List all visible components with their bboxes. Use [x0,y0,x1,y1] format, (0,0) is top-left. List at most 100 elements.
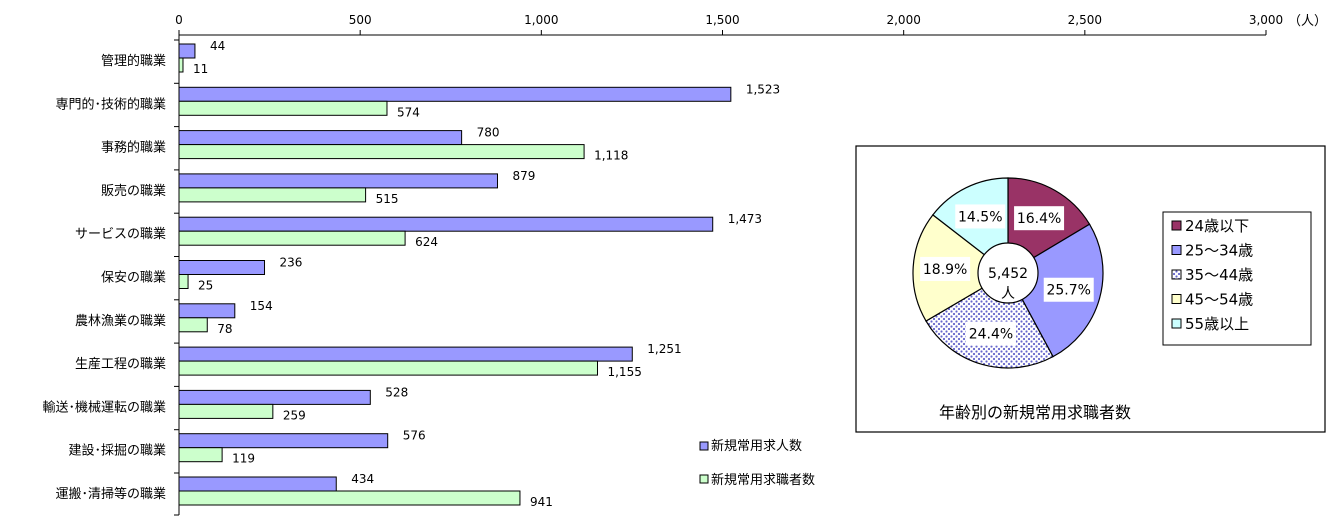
pie-chart: 16.4% 25.7% 24.4% 18.9% 14.5% [912,177,1104,369]
pie-legend-swatch [1171,220,1182,231]
pie-legend-swatch [1171,245,1182,255]
pie-chart-panel: 16.4% 25.7% 24.4% 18.9% 14.5% 24歳以下 25～34歳 35～… [855,145,1326,433]
pie-slice-label: 14.5% [958,209,1002,225]
legend-swatch-openings [699,441,709,451]
bar-applicants [178,317,208,333]
pie-label-bg [965,321,1016,346]
data-label: 1,523 [746,82,780,96]
data-label: 25 [198,279,213,293]
data-label: 515 [376,192,399,206]
x-axis-ticks: 0 500 1,000 1,500 2,000 2,500 3,000 [175,13,1283,515]
pie-legend-label: 24歳以下 [1185,217,1249,235]
pie-slice-label: 25.7% [1046,283,1090,299]
legend-label-openings: 新規常用求人数 [711,438,802,454]
bar-applicants [178,187,367,203]
bar-chart: 0 500 1,000 1,500 2,000 2,500 3,000 （人） 管理的職業専… [42,13,1327,516]
bar-openings [178,346,633,362]
category-label: 専門的･技術的職業 [55,96,166,112]
data-label: 78 [217,322,232,336]
category-label: 農林漁業の職業 [75,313,166,329]
pie-center-unit: 人 [1001,286,1015,302]
data-label: 119 [232,452,255,466]
category-label: 販売の職業 [101,183,166,199]
pie-slice [925,272,1054,369]
data-label: 780 [477,126,500,140]
bar-applicants [178,360,598,376]
data-label: 1,118 [594,149,628,163]
data-label: 259 [283,408,306,422]
bar-openings [178,303,236,319]
data-label: 44 [210,39,225,53]
category-labels: 管理的職業専門的･技術的職業事務的職業販売の職業サービスの職業保安の職業農林漁業… [42,39,179,516]
bar-openings [178,173,498,189]
pie-legend-swatch [1171,294,1182,304]
data-label: 434 [351,472,374,486]
bar-openings [178,260,266,275]
data-label: 528 [385,385,408,399]
data-label: 154 [250,299,273,313]
data-label: 624 [415,235,438,249]
x-tick-label: 3,000 [1249,13,1283,27]
data-label: 11 [193,62,208,76]
pie-legend-label: 45～54歳 [1185,291,1253,309]
x-tick-label: 1,500 [705,13,739,27]
category-label: 生産工程の職業 [75,356,166,372]
pie-legend-label: 25～34歳 [1185,242,1253,260]
bar-openings [178,476,337,492]
pie-label-bg [955,204,1006,229]
bar-applicants [178,274,189,289]
bar-openings [178,433,389,449]
category-label: 保安の職業 [101,270,166,286]
pie-slice-label: 16.4% [1017,211,1061,227]
x-tick-label: 0 [175,13,183,27]
x-tick-label: 2,500 [1068,13,1102,27]
bar-openings [178,43,196,59]
data-label: 1,473 [728,212,762,226]
pie-legend-swatch [1171,318,1182,329]
pie-center-hole [977,242,1039,304]
bar-openings [178,216,714,232]
bar-applicants [178,403,274,419]
bar-applicants [178,490,521,506]
pie-legend-label: 55歳以上 [1185,315,1249,333]
pie-label-bg [920,256,971,281]
pie-legend-label: 35～44歳 [1185,266,1253,284]
bar-applicants [178,57,184,73]
bar-legend: 新規常用求人数 新規常用求職者数 [699,438,815,488]
legend-swatch-applicants [699,474,709,484]
x-tick-label: 1,000 [524,13,558,27]
pie-label-bg [1014,206,1065,231]
bar-applicants [178,144,585,160]
data-label: 941 [530,495,553,509]
bar-applicants [178,100,388,116]
category-label: 管理的職業 [101,53,166,69]
bar-openings [178,86,732,102]
x-axis-unit: （人） [1288,14,1327,29]
pie-legend-border [1162,211,1312,346]
data-label: 879 [512,169,535,183]
category-label: 事務的職業 [101,140,166,156]
pie-slice-label: 24.4% [969,327,1013,343]
bar-openings [178,389,371,405]
pie-slice-label: 18.9% [923,262,967,278]
legend-label-applicants: 新規常用求職者数 [711,472,815,488]
pie-legend: 24歳以下 25～34歳 35～44歳 45～54歳 55歳以上 [1162,211,1312,346]
pie-label-bg [1043,277,1094,302]
category-label: 運搬･清掃等の職業 [55,486,166,502]
pie-title: 年齢別の新規常用求職者数 [939,403,1131,422]
data-label: 1,251 [647,342,681,356]
category-label: 輸送･機械運転の職業 [42,399,166,415]
category-label: 建設･採掘の職業 [68,443,166,459]
x-tick-label: 2,000 [886,13,920,27]
x-tick-label: 500 [349,13,372,27]
pie-center-number: 5,452 [988,266,1028,282]
bar-openings [178,130,463,146]
data-label: 574 [397,105,420,119]
pie-legend-swatch [1171,269,1182,280]
bar-applicants [178,230,406,246]
data-label: 236 [280,256,303,270]
data-label: 1,155 [607,365,641,379]
data-label: 576 [403,429,426,443]
